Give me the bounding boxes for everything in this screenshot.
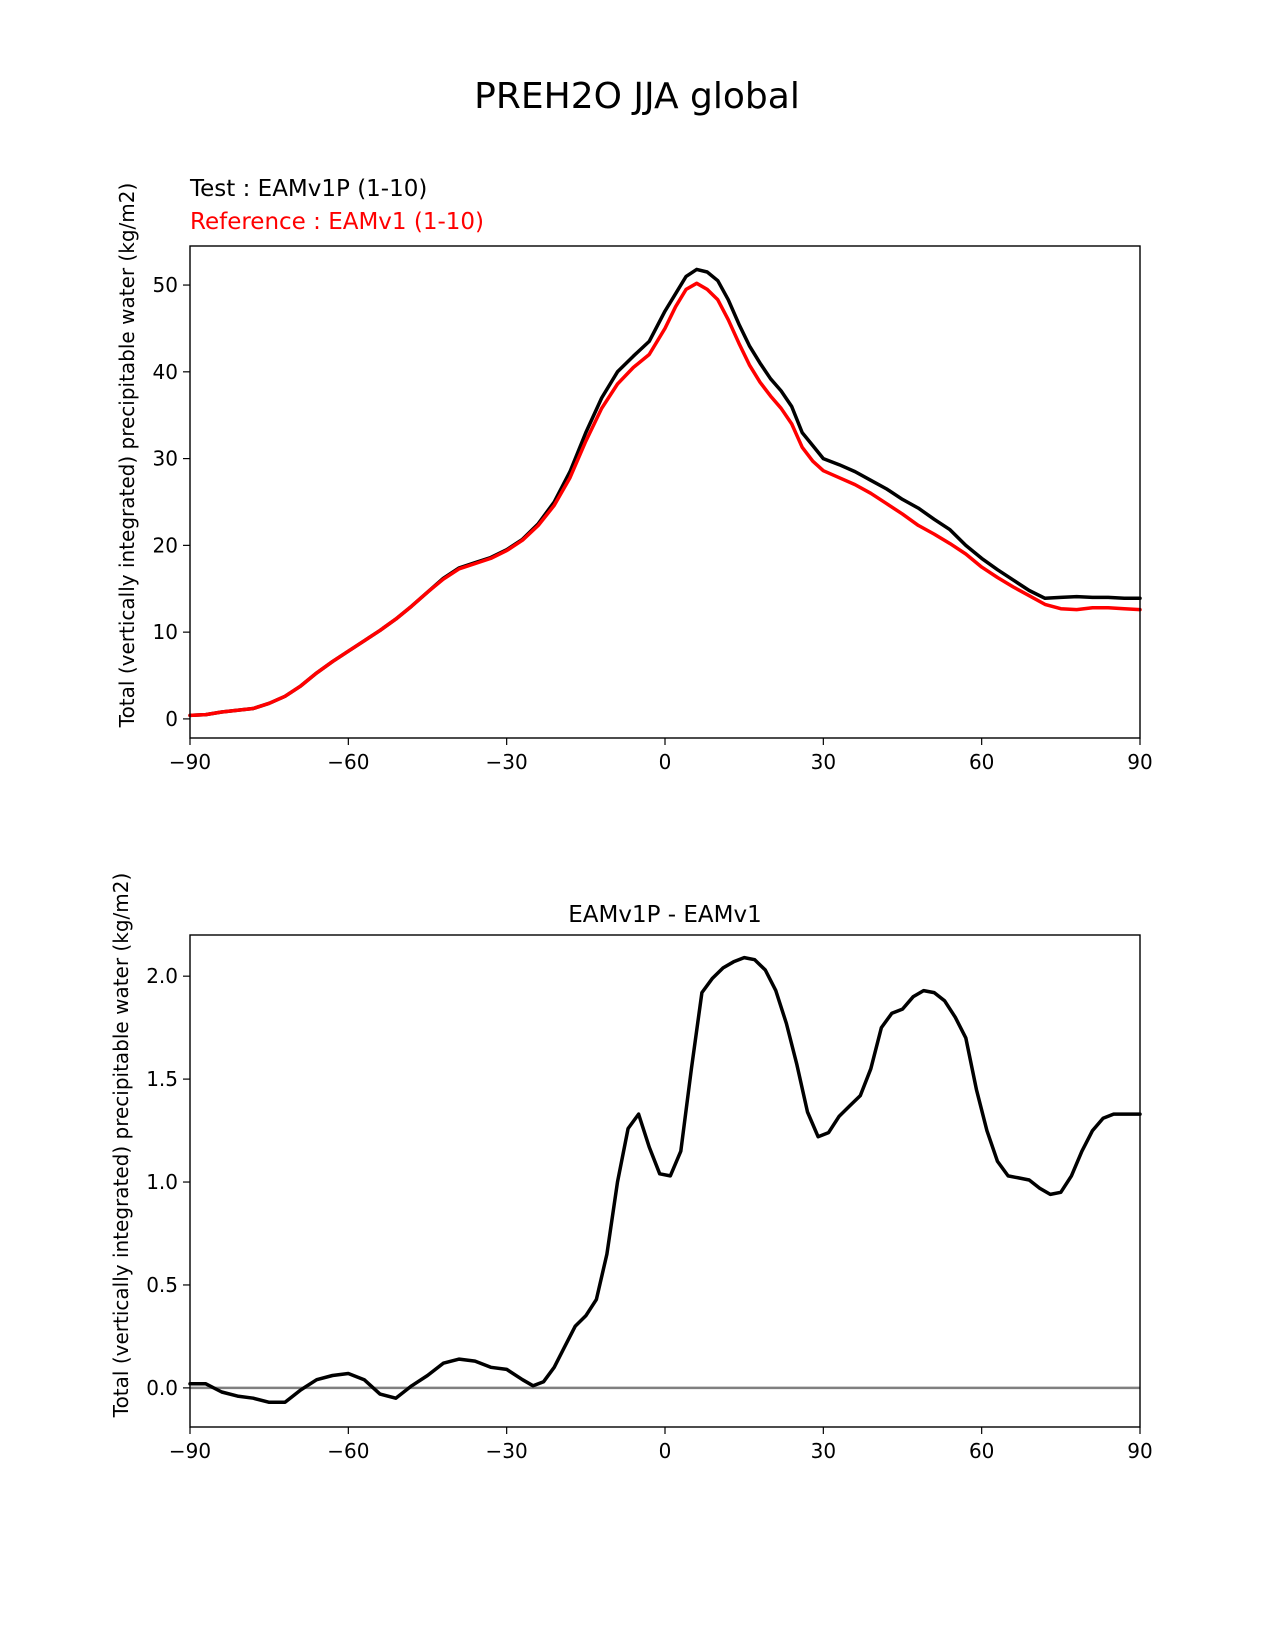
top-x-tick-label: 30: [811, 750, 836, 774]
figure-title: PREH2O JJA global: [474, 76, 800, 117]
reference-label: Reference : EAMv1 (1-10): [190, 209, 484, 235]
bottom-y-tick-label: 1.0: [146, 1170, 178, 1194]
bottom-ticks-group: −90 −60 −30 0 30 60 90 0.0 0.5 1.0 1.5 2.0: [146, 964, 1153, 1463]
bottom-x-tick-label: −30: [486, 1439, 528, 1463]
bottom-series-group: [188, 955, 1142, 1405]
bottom-y-tick-label: 2.0: [146, 964, 178, 988]
top-x-tick-label: −60: [327, 750, 369, 774]
top-y-tick-label: 20: [153, 533, 178, 557]
top-y-tick-label: 40: [153, 360, 178, 384]
top-x-tick-label: −30: [486, 750, 528, 774]
top-y-tick-label: 10: [153, 620, 178, 644]
top-x-tick-label: −90: [169, 750, 211, 774]
top-y-tick-label: 30: [153, 447, 178, 471]
top-series-group: [188, 267, 1142, 718]
top-y-tick-label: 50: [153, 273, 178, 297]
test-label: Test : EAMv1P (1-10): [189, 176, 427, 202]
bottom-x-tick-label: −60: [327, 1439, 369, 1463]
top-ticks-group: −90 −60 −30 0 30 60 90 0 10 20 30 40 50: [153, 273, 1153, 774]
bottom-x-tick-label: 90: [1127, 1439, 1152, 1463]
bottom-plot-frame: [189, 934, 1141, 1428]
top-series-line-1: [188, 267, 1142, 718]
bottom-x-tick-label: −90: [169, 1439, 211, 1463]
top-x-tick-label: 0: [659, 750, 672, 774]
bottom-y-tick-label: 1.5: [146, 1067, 178, 1091]
bottom-y-tick-label: 0.5: [146, 1273, 178, 1297]
bottom-y-tick-label: 0.0: [146, 1376, 178, 1400]
top-y-axis-label: Total (vertically integrated) precipitab…: [115, 183, 139, 729]
top-plot-frame: [189, 245, 1141, 739]
bottom-panel: EAMv1P - EAMv1 Total (vertically integra…: [109, 873, 1153, 1463]
top-series-line-2: [188, 281, 1142, 718]
top-panel: Test : EAMv1P (1-10) Reference : EAMv1 (…: [115, 176, 1153, 774]
bottom-x-tick-label: 60: [969, 1439, 994, 1463]
bottom-series-line-1: [188, 955, 1142, 1405]
bottom-y-axis-label: Total (vertically integrated) precipitab…: [109, 873, 133, 1419]
top-y-tick-label: 0: [165, 707, 178, 731]
bottom-panel-title: EAMv1P - EAMv1: [568, 902, 762, 928]
bottom-x-tick-label: 0: [659, 1439, 672, 1463]
top-x-tick-label: 60: [969, 750, 994, 774]
top-x-tick-label: 90: [1127, 750, 1152, 774]
bottom-x-tick-label: 30: [811, 1439, 836, 1463]
